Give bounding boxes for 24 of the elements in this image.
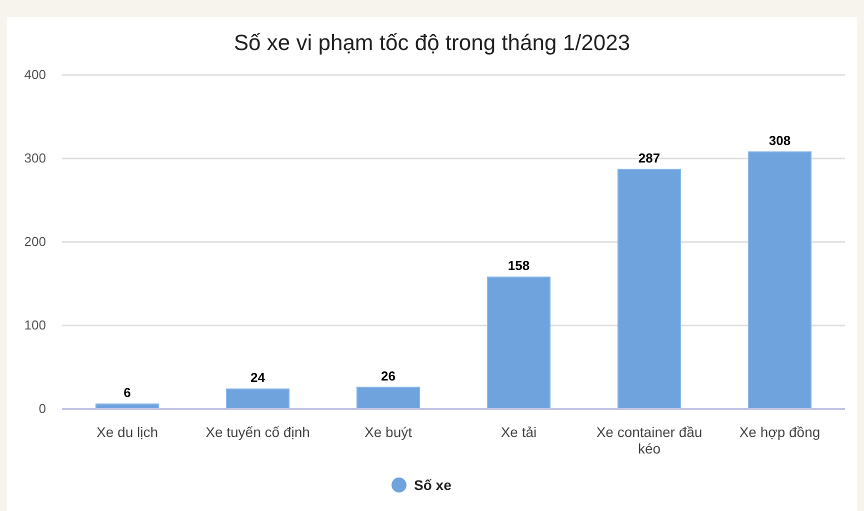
data-label: 308 bbox=[768, 132, 791, 148]
chart-title: Số xe vi phạm tốc độ trong tháng 1/2023 bbox=[234, 30, 630, 55]
x-tick-label: Xe container đầu kéo bbox=[596, 424, 702, 457]
bar bbox=[748, 151, 812, 410]
legend-label: Số xe bbox=[414, 477, 452, 493]
data-label: 26 bbox=[381, 368, 396, 384]
bar bbox=[617, 168, 682, 410]
x-tick-label: Xe buýt bbox=[364, 424, 412, 440]
bar bbox=[226, 388, 290, 410]
x-tick-label: Xe du lịch bbox=[96, 424, 158, 440]
y-tick-label: 0 bbox=[38, 401, 46, 416]
y-tick-label: 100 bbox=[24, 318, 46, 333]
data-label: 6 bbox=[124, 384, 131, 400]
x-tick-label: Xe tải bbox=[500, 424, 537, 440]
y-tick-label: 200 bbox=[24, 234, 46, 250]
y-tick-label: 400 bbox=[24, 67, 46, 82]
bar bbox=[486, 276, 551, 410]
data-label: 158 bbox=[508, 258, 530, 274]
data-label: 287 bbox=[638, 150, 660, 166]
y-tick-label: 300 bbox=[24, 150, 46, 166]
data-label: 24 bbox=[250, 370, 266, 385]
bar bbox=[356, 386, 420, 410]
x-tick-label: Xe hợp đồng bbox=[739, 424, 820, 440]
x-tick-label: Xe tuyến cố định bbox=[206, 424, 310, 440]
